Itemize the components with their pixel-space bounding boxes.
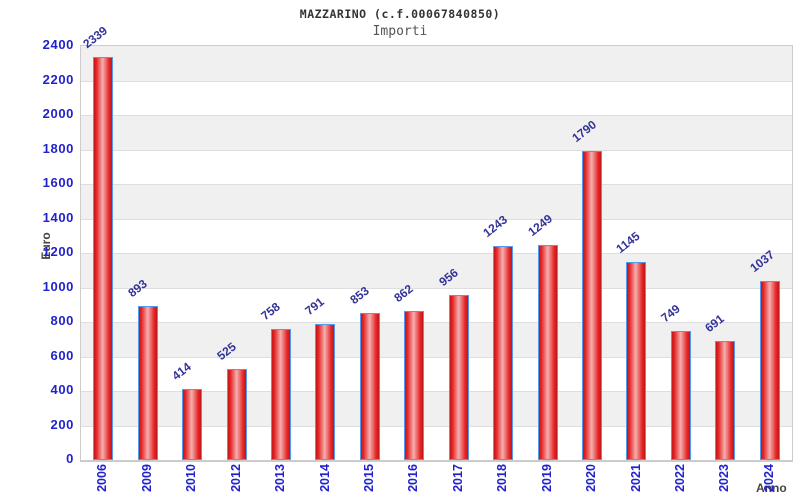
x-tick-text: 2015 [361, 464, 376, 492]
bar-2024 [759, 281, 780, 460]
y-tick-label: 1400 [42, 209, 74, 225]
x-tick-text: 2018 [495, 464, 510, 492]
gridline [81, 184, 792, 185]
gridline [81, 218, 792, 220]
plot-area [80, 45, 793, 462]
bar-2022 [670, 330, 691, 460]
x-tick-label: 2021 [617, 460, 653, 496]
x-tick-text: 2014 [317, 464, 332, 492]
gridline [81, 391, 792, 392]
x-tick-text: 2010 [184, 464, 199, 492]
gridline [81, 322, 792, 323]
y-tick-label: 2000 [42, 106, 74, 121]
gridline [81, 115, 792, 116]
plot-band [81, 218, 792, 253]
x-tick-text: 2009 [139, 464, 154, 492]
bar-2010 [182, 388, 203, 460]
gridline [81, 425, 792, 427]
x-tick-label: 2009 [129, 460, 165, 496]
x-tick-label: 2014 [306, 460, 342, 496]
y-tick-label: 2400 [42, 37, 74, 52]
plot-band [81, 46, 792, 81]
x-tick-label: 2015 [351, 460, 387, 496]
bar-2023 [715, 340, 736, 460]
plot-band [81, 184, 792, 219]
bar-2020 [582, 151, 603, 460]
x-tick-text: 2024 [761, 464, 776, 492]
x-tick-text: 2022 [672, 464, 687, 492]
x-tick-label: 2018 [484, 460, 520, 496]
gridline [81, 287, 792, 289]
plot-band [81, 253, 792, 288]
x-tick-label: 2010 [173, 460, 209, 496]
x-tick-text: 2020 [584, 464, 599, 492]
gridline [81, 253, 792, 254]
x-tick-label: 2020 [573, 460, 609, 496]
x-axis-title: Anno [756, 481, 787, 495]
bar-2016 [404, 311, 425, 460]
bar-2006 [93, 56, 114, 460]
y-tick-label: 1600 [42, 175, 74, 190]
x-tick-label: 2017 [440, 460, 476, 496]
y-tick-label: 1000 [42, 278, 74, 294]
x-tick-text: 2023 [717, 464, 732, 492]
plot-band [81, 149, 792, 184]
y-tick-label: 600 [50, 347, 74, 363]
bar-2019 [537, 244, 558, 460]
bar-2014 [315, 323, 336, 460]
x-tick-text: 2017 [450, 464, 465, 492]
x-tick-label: 2024 [751, 460, 787, 496]
y-tick-label: 400 [50, 382, 74, 397]
x-tick-text: 2016 [406, 464, 421, 492]
bar-2013 [270, 329, 291, 460]
x-tick-label: 2006 [84, 460, 120, 496]
x-tick-label: 2013 [262, 460, 298, 496]
x-tick-text: 2013 [272, 464, 287, 492]
x-tick-text: 2021 [628, 464, 643, 492]
bar-2017 [448, 295, 469, 460]
y-tick-label: 2200 [42, 71, 74, 87]
plot-band [81, 287, 792, 322]
gridline [81, 356, 792, 358]
bar-2009 [137, 305, 158, 460]
y-tick-label: 200 [50, 416, 74, 432]
x-tick-text: 2012 [228, 464, 243, 492]
x-tick-text: 2019 [539, 464, 554, 492]
chart-subtitle: Importi [372, 24, 428, 39]
plot-band [81, 80, 792, 115]
x-tick-label: 2012 [218, 460, 254, 496]
x-tick-label: 2023 [706, 460, 742, 496]
bar-2012 [226, 369, 247, 460]
plot-band [81, 115, 792, 150]
x-tick-text: 2006 [95, 464, 110, 492]
x-tick-label: 2016 [395, 460, 431, 496]
gridline [81, 80, 792, 82]
y-tick-label: 800 [50, 313, 74, 328]
x-tick-label: 2019 [529, 460, 565, 496]
gridline [81, 149, 792, 151]
bar-2021 [626, 262, 647, 460]
y-tick-label: 1800 [42, 140, 74, 156]
y-tick-label: 0 [66, 451, 74, 466]
bar-2015 [359, 312, 380, 460]
x-tick-label: 2022 [662, 460, 698, 496]
chart-title: MAZZARINO (c.f.00067840850) [299, 7, 501, 21]
y-tick-label: 1200 [42, 244, 74, 259]
bar-2018 [493, 245, 514, 460]
